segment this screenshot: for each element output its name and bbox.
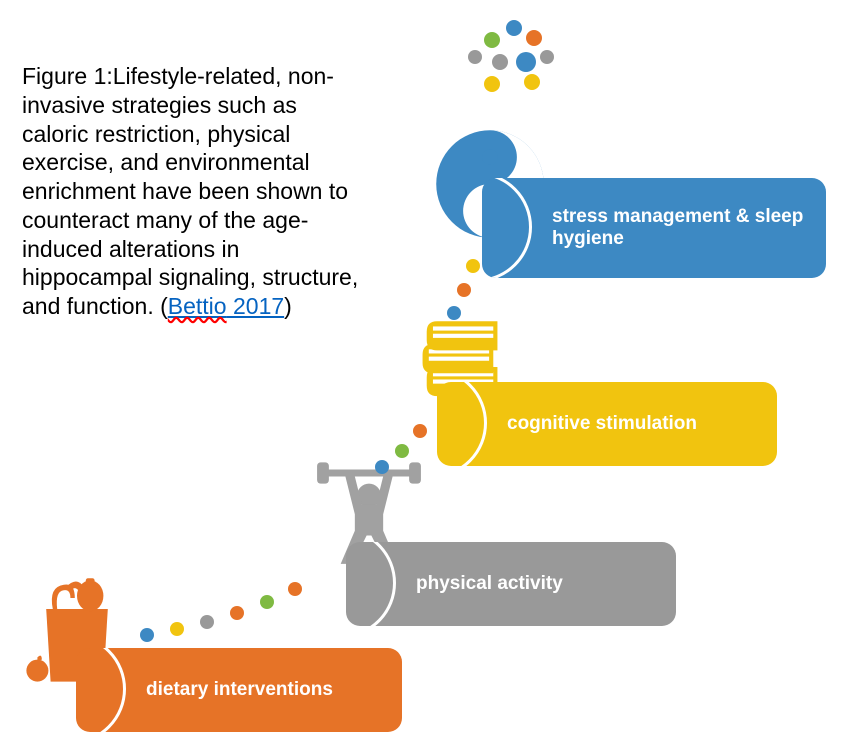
bar-stress: stress management & sleep hygiene: [482, 178, 826, 278]
trail-dot: [230, 606, 244, 620]
cluster-dot: [484, 32, 500, 48]
trail-dot: [413, 424, 427, 438]
trail-dot: [260, 595, 274, 609]
bar-label: physical activity: [416, 573, 581, 595]
cluster-dot: [540, 50, 554, 64]
bar-label: stress management & sleep hygiene: [552, 206, 826, 250]
cluster-dot: [524, 74, 540, 90]
citation-spellcheck: Bettio: [168, 293, 227, 319]
bar-label: dietary interventions: [146, 679, 351, 701]
bar-dietary: dietary interventions: [76, 648, 402, 732]
trail-dot: [466, 259, 480, 273]
cluster-dot: [516, 52, 536, 72]
bar-arc: [76, 648, 126, 732]
trail-dot: [375, 460, 389, 474]
caption-body: Lifestyle-related, non-invasive strategi…: [22, 63, 358, 319]
cluster-dot: [468, 50, 482, 64]
cluster-dot: [506, 20, 522, 36]
trail-dot: [200, 615, 214, 629]
figure-caption: Figure 1:Lifestyle-related, non-invasive…: [22, 62, 362, 321]
bar-cognitive: cognitive stimulation: [437, 382, 777, 466]
cluster-dot: [526, 30, 542, 46]
citation-link[interactable]: Bettio 2017: [168, 293, 284, 319]
trail-dot: [457, 283, 471, 297]
bar-arc: [346, 542, 396, 626]
bar-physical: physical activity: [346, 542, 676, 626]
caption-suffix: ): [284, 293, 292, 319]
bar-arc: [482, 178, 532, 278]
cluster-dot: [484, 76, 500, 92]
trail-dot: [447, 306, 461, 320]
trail-dot: [288, 582, 302, 596]
trail-dot: [170, 622, 184, 636]
cluster-dot: [492, 54, 508, 70]
citation-rest: 2017: [227, 293, 285, 319]
bar-arc: [437, 382, 487, 466]
bar-label: cognitive stimulation: [507, 413, 715, 435]
caption-prefix: Figure 1:: [22, 63, 113, 89]
trail-dot: [395, 444, 409, 458]
dot-cluster: [456, 20, 566, 100]
trail-dot: [140, 628, 154, 642]
